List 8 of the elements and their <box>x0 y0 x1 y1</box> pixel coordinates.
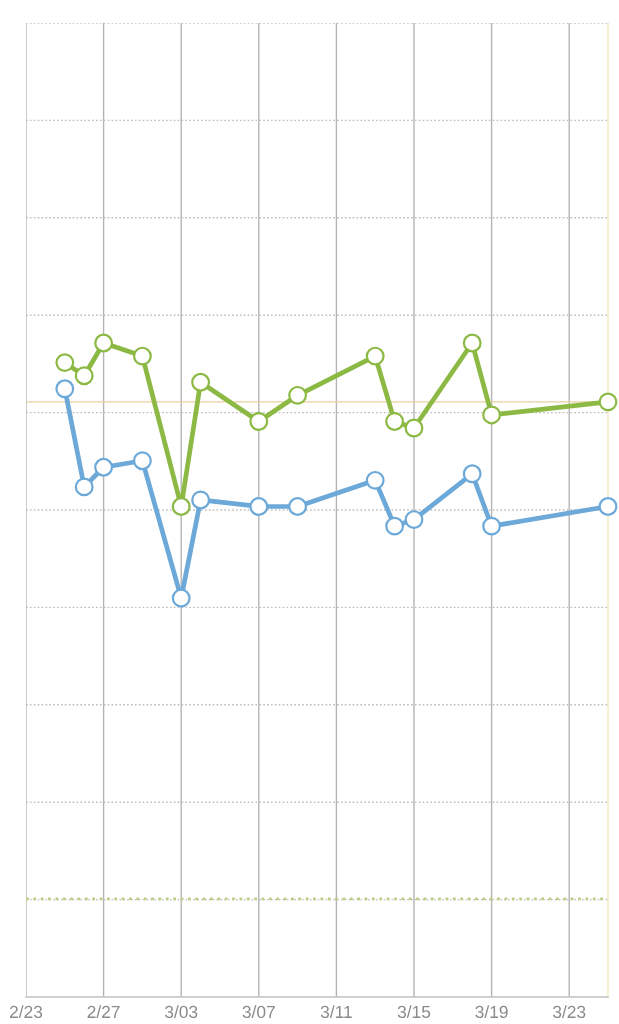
x-tick-label: 3/03 <box>164 1005 198 1019</box>
x-tick-label: 3/19 <box>475 1005 508 1019</box>
x-tick-label: 3/15 <box>397 1005 431 1019</box>
x-tick-label: 2/27 <box>87 1005 120 1019</box>
x-tick-label: 3/07 <box>242 1005 275 1019</box>
x-tick-label: 3/23 <box>552 1005 586 1019</box>
x-tick-label: 2/23 <box>9 1005 43 1019</box>
x-tick-label: 3/11 <box>320 1005 352 1019</box>
